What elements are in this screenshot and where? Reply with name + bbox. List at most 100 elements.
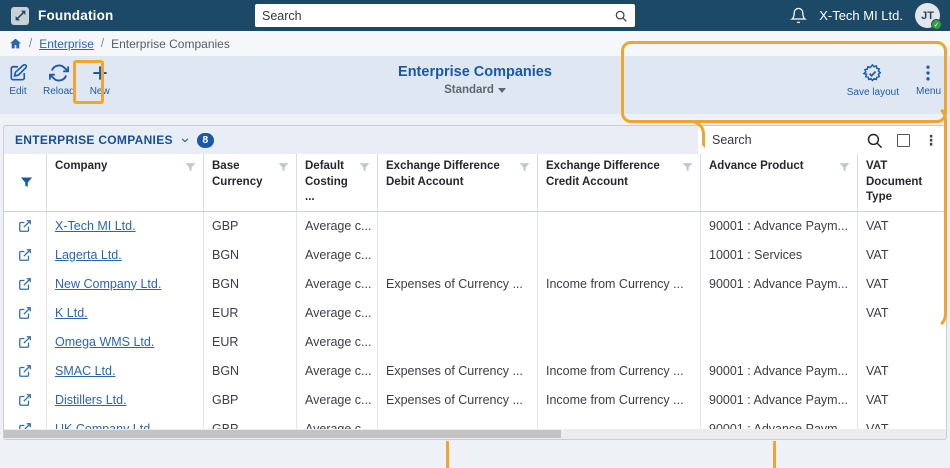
- breadcrumb-link-enterprise[interactable]: Enterprise: [39, 36, 94, 51]
- funnel-icon[interactable]: [681, 161, 694, 174]
- swap-arrows-icon: [15, 10, 25, 21]
- table-row[interactable]: X-Tech MI Ltd. GBP Average c... 90001 : …: [4, 211, 946, 241]
- company-link[interactable]: X-Tech MI Ltd.: [55, 218, 136, 233]
- cell-default-costing: Average c...: [297, 240, 378, 270]
- cell-debit-account: [378, 298, 538, 328]
- cell-default-costing: Average c...: [297, 327, 378, 357]
- record-count-badge: 8: [196, 132, 214, 148]
- column-header-company[interactable]: Company: [47, 154, 204, 211]
- cell-vat-document-type: VAT: [866, 218, 889, 233]
- cell-company: SMAC Ltd.: [47, 356, 204, 386]
- enterprise-companies-panel: ENTERPRISE COMPANIES 8 ⋮ Company Base Cu…: [3, 125, 947, 440]
- new-button[interactable]: New: [90, 63, 110, 97]
- company-link[interactable]: New Company Ltd.: [55, 276, 162, 291]
- cell-company: New Company Ltd.: [47, 269, 204, 299]
- expand-window-icon[interactable]: [897, 133, 910, 147]
- reload-button-label: Reload: [43, 86, 75, 97]
- annotation-line-bottom-right: [773, 441, 776, 468]
- cell-vat-document-type: VAT: [866, 363, 889, 378]
- open-record-icon[interactable]: [4, 298, 47, 328]
- cell-credit-account: Income from Currency ...: [538, 385, 701, 415]
- cell-vat-document-type: VAT: [866, 392, 889, 407]
- column-header-exchange-debit[interactable]: Exchange Difference Debit Account: [378, 154, 538, 211]
- kebab-menu-icon: [926, 65, 931, 81]
- view-selector-label: Standard: [444, 84, 494, 96]
- grid-search[interactable]: ⋮: [698, 126, 946, 154]
- table-row[interactable]: K Ltd. EUR Average c... VAT: [4, 298, 946, 328]
- avatar[interactable]: JT ✓: [915, 3, 942, 30]
- company-link[interactable]: K Ltd.: [55, 305, 88, 320]
- notifications-bell-icon[interactable]: [790, 7, 808, 24]
- open-record-icon[interactable]: [4, 327, 47, 357]
- grid-options-kebab-icon[interactable]: ⋮: [924, 132, 938, 148]
- global-search[interactable]: [255, 4, 635, 27]
- chevron-down-icon[interactable]: [180, 135, 190, 145]
- cell-debit-account: Expenses of Currency ...: [378, 269, 538, 299]
- open-record-icon[interactable]: [4, 240, 47, 270]
- cell-credit-account: [538, 240, 701, 270]
- cell-vat-document-type: VAT: [866, 247, 889, 262]
- column-header-default-costing[interactable]: Default Costing ...: [297, 154, 378, 211]
- cell-vat-document-type: VAT: [866, 305, 889, 320]
- cell-debit-account: [378, 327, 538, 357]
- cell-base-currency: EUR: [204, 327, 297, 357]
- column-header-base-currency[interactable]: Base Currency: [204, 154, 297, 211]
- cell-company: Distillers Ltd.: [47, 385, 204, 415]
- open-record-icon[interactable]: [4, 211, 47, 241]
- company-link[interactable]: Distillers Ltd.: [55, 392, 127, 407]
- panel-title[interactable]: ENTERPRISE COMPANIES: [15, 133, 173, 147]
- cell-base-currency: BGN: [204, 356, 297, 386]
- horizontal-scrollbar[interactable]: [4, 429, 946, 439]
- open-record-icon[interactable]: [4, 356, 47, 386]
- table-row[interactable]: SMAC Ltd. BGN Average c... Expenses of C…: [4, 356, 946, 386]
- table-row[interactable]: Omega WMS Ltd. EUR Average c...: [4, 327, 946, 357]
- app-logo-icon[interactable]: [11, 6, 29, 25]
- column-header-vat-document-type[interactable]: VAT Document Type: [866, 160, 923, 204]
- funnel-icon[interactable]: [838, 161, 851, 174]
- save-layout-button[interactable]: Save layout: [847, 63, 899, 98]
- search-icon[interactable]: [866, 132, 883, 149]
- table-row[interactable]: Distillers Ltd. GBP Average c... Expense…: [4, 385, 946, 415]
- scrollbar-thumb[interactable]: [4, 430, 561, 438]
- open-record-icon[interactable]: [4, 269, 47, 299]
- new-button-label: New: [89, 86, 110, 97]
- funnel-icon[interactable]: [184, 161, 197, 174]
- cell-default-costing: Average c...: [297, 356, 378, 386]
- breadcrumb-separator: /: [100, 37, 105, 50]
- column-header-exchange-credit[interactable]: Exchange Difference Credit Account: [538, 154, 701, 211]
- column-header-advance-product[interactable]: Advance Product: [701, 154, 858, 211]
- reload-button[interactable]: Reload: [43, 63, 75, 97]
- funnel-icon[interactable]: [518, 161, 531, 174]
- filter-column-header[interactable]: [4, 154, 47, 211]
- save-layout-seal-icon: [862, 63, 882, 82]
- cell-base-currency: GBP: [204, 211, 297, 241]
- home-icon[interactable]: [9, 37, 22, 50]
- cell-advance-product: 90001 : Advance Paym...: [701, 385, 858, 415]
- cell-base-currency: BGN: [204, 240, 297, 270]
- menu-button[interactable]: Menu: [916, 63, 941, 98]
- company-link[interactable]: Omega WMS Ltd.: [55, 334, 155, 349]
- funnel-icon[interactable]: [277, 161, 290, 174]
- cell-vat-document-type: VAT: [866, 276, 889, 291]
- funnel-icon[interactable]: [358, 161, 371, 174]
- global-search-input[interactable]: [262, 8, 614, 23]
- company-link[interactable]: Lagerta Ltd.: [55, 247, 122, 262]
- cell-debit-account: [378, 414, 538, 439]
- edit-button[interactable]: Edit: [8, 63, 28, 97]
- table-row[interactable]: New Company Ltd. BGN Average c... Expens…: [4, 269, 946, 299]
- cell-credit-account: [538, 414, 701, 439]
- cell-default-costing: Average c...: [297, 298, 378, 328]
- cell-debit-account: [378, 211, 538, 241]
- view-selector[interactable]: Standard: [444, 84, 506, 96]
- account-name[interactable]: X-Tech MI Ltd.: [819, 8, 903, 23]
- grid-search-input[interactable]: [712, 133, 852, 147]
- cell-advance-product: [701, 327, 858, 357]
- edit-pencil-icon: [10, 63, 28, 81]
- open-record-icon[interactable]: [4, 385, 47, 415]
- company-link[interactable]: SMAC Ltd.: [55, 363, 116, 378]
- cell-company: Lagerta Ltd.: [47, 240, 204, 270]
- avatar-initials: JT: [921, 9, 934, 22]
- toolbar: Edit Reload New Enterprise Companies Sta…: [0, 56, 950, 114]
- table-row[interactable]: Lagerta Ltd. BGN Average c... 10001 : Se…: [4, 240, 946, 270]
- app-name: Foundation: [38, 8, 114, 23]
